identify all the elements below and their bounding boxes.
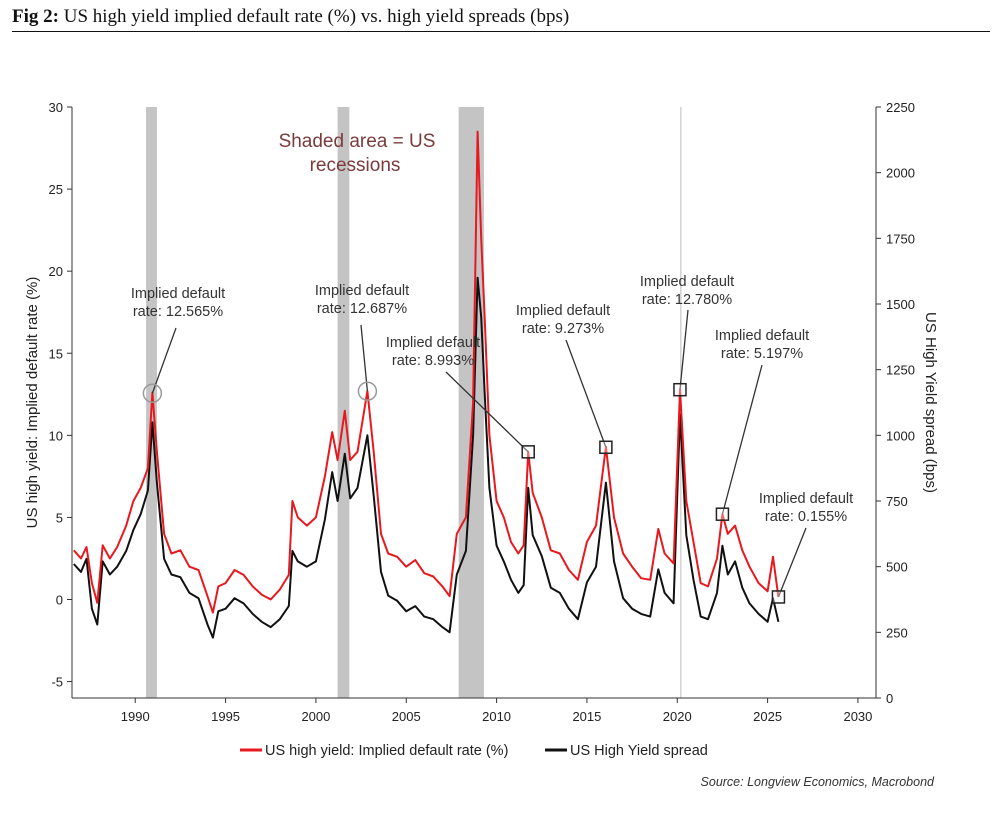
- annotation-leader-7: [777, 527, 807, 598]
- right-axis-label: US High Yield spread (bps): [922, 312, 939, 493]
- left-tick-label-5: 5: [56, 510, 63, 525]
- series-line-spread: [73, 276, 780, 639]
- shade-note-line1: Shaded area = US: [279, 131, 436, 152]
- annotation-label-7-line1: Implied default: [759, 491, 853, 507]
- annotation-marker-1: [142, 383, 163, 403]
- annotation-label-2-line2: rate: 12.687%: [317, 301, 407, 317]
- annotation-leader-4: [565, 339, 607, 448]
- right-tick-label-1250: 1250: [886, 363, 915, 378]
- left-tick-label--5: -5: [51, 675, 63, 690]
- annotation-marker-2: [357, 381, 378, 401]
- annotation-label-7-line2: rate: 0.155%: [765, 509, 847, 525]
- recession-band-2: [337, 107, 350, 698]
- annotation-marker-4: [599, 440, 613, 455]
- annotation-label-5-line1: Implied default: [640, 274, 734, 290]
- annotation-label-1-line1: Implied default: [131, 286, 225, 302]
- right-tick-label-250: 250: [886, 625, 908, 640]
- figure-label: Fig 2:: [12, 6, 59, 27]
- annotation-marker-5: [673, 382, 687, 397]
- x-tick-label-2020: 2020: [663, 709, 692, 724]
- right-tick-label-0: 0: [886, 691, 893, 706]
- source-note: Source: Longview Economics, Macrobond: [701, 775, 936, 789]
- annotation-label-5-line2: rate: 12.780%: [642, 292, 732, 308]
- right-tick-label-1500: 1500: [886, 297, 915, 312]
- legend-label-default-rate: US high yield: Implied default rate (%): [265, 743, 508, 759]
- annotation-leader-2: [360, 324, 369, 392]
- annotation-leader-3: [445, 371, 529, 453]
- x-tick-label-1990: 1990: [121, 709, 150, 724]
- left-tick-label-0: 0: [56, 593, 63, 608]
- left-tick-label-15: 15: [49, 346, 63, 361]
- annotation-label-1-line2: rate: 12.565%: [133, 304, 223, 320]
- legend-label-spread: US High Yield spread: [570, 743, 708, 759]
- annotation-leader-5: [679, 309, 689, 390]
- figure-title: Fig 2: US high yield implied default rat…: [12, 6, 990, 32]
- figure-title-text: US high yield implied default rate (%) v…: [63, 6, 570, 27]
- left-axis-label: US high yield: Implied default rate (%): [24, 277, 41, 529]
- x-tick-label-2030: 2030: [843, 709, 872, 724]
- annotation-leader-1: [151, 327, 177, 394]
- annotation-marker-7: [771, 590, 786, 604]
- x-tick-label-2025: 2025: [753, 709, 782, 724]
- x-tick-label-1995: 1995: [211, 709, 240, 724]
- annotation-label-4-line2: rate: 9.273%: [522, 321, 604, 337]
- x-tick-label-2005: 2005: [392, 709, 421, 724]
- x-tick-label-2000: 2000: [301, 709, 330, 724]
- right-tick-label-1000: 1000: [886, 428, 915, 443]
- left-tick-label-30: 30: [49, 100, 63, 115]
- annotation-label-3-line2: rate: 8.993%: [392, 353, 474, 369]
- right-tick-label-750: 750: [886, 494, 908, 509]
- right-tick-label-2000: 2000: [886, 166, 915, 181]
- annotation-label-6-line2: rate: 5.197%: [721, 346, 803, 362]
- series-line-default-rate: [73, 130, 780, 614]
- annotation-marker-6: [715, 507, 730, 521]
- shade-note-line2: recessions: [310, 155, 401, 176]
- right-tick-label-2250: 2250: [886, 100, 915, 115]
- annotation-label-4-line1: Implied default: [516, 303, 610, 319]
- right-tick-label-500: 500: [886, 560, 908, 575]
- left-tick-label-10: 10: [49, 428, 63, 443]
- annotation-label-6-line1: Implied default: [715, 328, 809, 344]
- annotation-label-3-line1: Implied default: [386, 335, 480, 351]
- annotation-label-2-line1: Implied default: [315, 283, 409, 299]
- x-tick-label-2015: 2015: [572, 709, 601, 724]
- legend: US high yield: Implied default rate (%) …: [240, 743, 708, 759]
- x-tick-label-2010: 2010: [482, 709, 511, 724]
- annotation-leader-6: [721, 364, 763, 515]
- left-tick-label-20: 20: [49, 264, 63, 279]
- right-tick-label-1750: 1750: [886, 231, 915, 246]
- left-tick-label-25: 25: [49, 182, 63, 197]
- annotation-marker-3: [521, 445, 535, 459]
